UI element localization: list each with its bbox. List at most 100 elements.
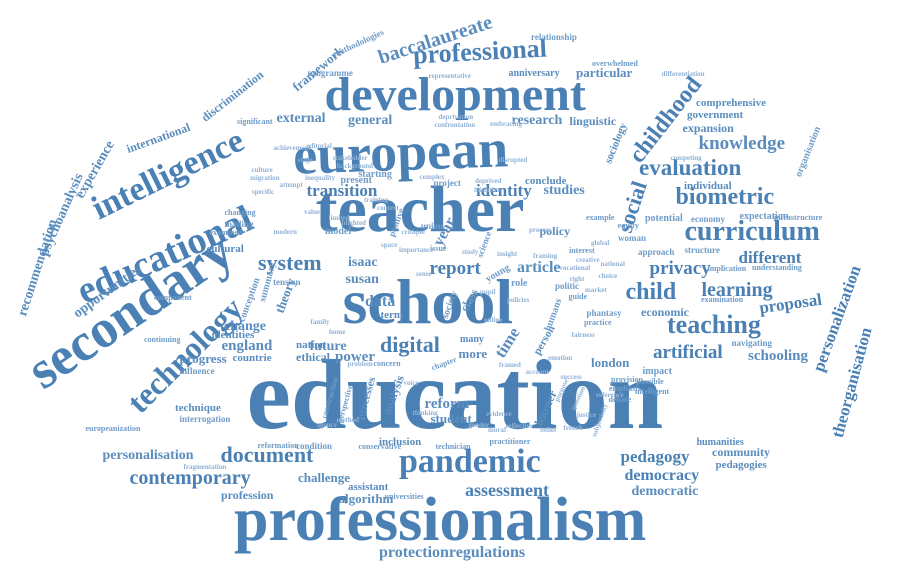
cloud-word: protectionregulations — [379, 544, 526, 561]
cloud-word: schooling — [748, 347, 809, 364]
cloud-word: fairness — [571, 330, 595, 339]
cloud-word: present — [340, 175, 372, 186]
cloud-word: voice — [403, 378, 419, 387]
cloud-word: structure — [684, 244, 720, 255]
cloud-word: technique — [175, 401, 221, 414]
cloud-word: expansion — [682, 121, 734, 135]
cloud-word: belief — [540, 425, 557, 434]
cloud-word: democratic — [631, 484, 699, 499]
cloud-word: problem — [347, 359, 373, 368]
cloud-word: implication — [707, 264, 747, 273]
cloud-word: humanities — [696, 437, 744, 448]
cloud-word: general — [348, 113, 393, 128]
cloud-word: component — [154, 293, 192, 302]
cloud-word: examination — [701, 295, 744, 304]
cloud-word: student — [430, 410, 472, 426]
cloud-word: specific — [252, 187, 275, 196]
cloud-word: complex — [419, 172, 445, 181]
cloud-word: identity — [476, 180, 532, 200]
cloud-word: algorithm — [338, 490, 394, 506]
cloud-word: conservative — [358, 442, 402, 451]
cloud-word: possible — [636, 377, 664, 386]
cloud-word: guide — [568, 292, 588, 301]
cloud-word: account — [525, 367, 549, 376]
cloud-word: influence — [179, 365, 215, 376]
cloud-word: initiative — [474, 185, 501, 194]
cloud-word: linguistic — [569, 114, 617, 128]
cloud-word: economy — [691, 213, 725, 224]
cloud-word: role — [511, 278, 528, 289]
cloud-word: reformation — [257, 441, 299, 450]
cloud-word: critique — [401, 227, 425, 236]
cloud-word: process — [529, 225, 552, 234]
cloud-word: europeanization — [85, 424, 141, 433]
cloud-word: economic — [641, 305, 689, 319]
cloud-word: competing — [670, 153, 702, 162]
cloud-word: french — [563, 423, 583, 432]
cloud-word: choice — [598, 271, 618, 280]
cloud-word: differentiation — [661, 69, 705, 78]
cloud-word: education — [246, 339, 664, 450]
cloud-word: stage — [297, 155, 313, 164]
cloud-word: progress — [179, 350, 227, 366]
cloud-word: examined — [209, 228, 243, 237]
cloud-word: pedagogies — [715, 458, 767, 471]
cloud-word: success — [560, 372, 582, 381]
cloud-word: tension — [273, 276, 301, 287]
cloud-word: justice — [576, 410, 596, 419]
cloud-word: comprehensive — [696, 96, 767, 109]
cloud-word: home — [329, 327, 346, 336]
cloud-word: thinking — [412, 408, 438, 417]
cloud-word: community — [712, 445, 770, 459]
cloud-word: many — [460, 334, 484, 345]
cloud-word: personalisation — [102, 448, 194, 463]
cloud-word: particular — [576, 64, 633, 80]
cloud-word: programme — [307, 67, 353, 78]
cloud-word: cultural — [206, 242, 244, 255]
cloud-word: infrastructure — [774, 213, 823, 222]
cloud-word: editorial — [306, 141, 332, 150]
cloud-word: condition — [296, 440, 333, 451]
cloud-word: reflective — [505, 421, 533, 430]
cloud-word: different — [738, 247, 802, 267]
cloud-word: inclusion — [379, 435, 422, 448]
cloud-word: creative — [576, 255, 600, 264]
cloud-word: attempt — [279, 180, 303, 189]
cloud-word: national — [600, 259, 626, 268]
cloud-word: organisation — [792, 125, 823, 179]
cloud-word: more — [458, 345, 488, 361]
cloud-word: learning — [701, 279, 773, 301]
cloud-word: discrimination — [198, 67, 266, 125]
cloud-word: conclude — [525, 174, 567, 187]
cloud-word: stakeholder — [332, 153, 368, 162]
cloud-word: article — [517, 259, 561, 276]
cloud-word: framed — [499, 360, 521, 369]
cloud-word: nation — [296, 338, 326, 351]
cloud-word: susan — [345, 272, 379, 287]
cloud-word: teacher — [315, 173, 525, 246]
cloud-word: policy — [539, 224, 571, 238]
cloud-word: contemporary — [129, 467, 251, 489]
cloud-word: migration — [250, 173, 280, 182]
cloud-word: external — [276, 111, 326, 126]
cloud-word: culture — [251, 165, 273, 174]
cloud-word: interrogation — [179, 413, 231, 424]
cloud-word: equity — [617, 221, 639, 230]
cloud-word: union — [421, 220, 444, 231]
cloud-word: expectation — [739, 211, 789, 222]
cloud-word: studies — [543, 183, 585, 198]
cloud-word: anniversary — [508, 68, 560, 79]
cloud-word: interest — [569, 246, 595, 255]
cloud-word: fragmentation — [183, 462, 227, 471]
cloud-word: background — [337, 161, 374, 170]
cloud-word: deprived — [475, 176, 502, 185]
cloud-word: data — [365, 293, 396, 310]
cloud-word: identities — [211, 328, 255, 341]
cloud-word: global — [591, 238, 610, 247]
cloud-word: practitioner — [489, 437, 531, 446]
cloud-word: development — [324, 68, 586, 121]
cloud-word: limited — [328, 213, 350, 222]
cloud-word: reform — [424, 395, 470, 412]
cloud-word: starting — [358, 169, 392, 180]
cloud-word: privacy — [649, 257, 711, 279]
